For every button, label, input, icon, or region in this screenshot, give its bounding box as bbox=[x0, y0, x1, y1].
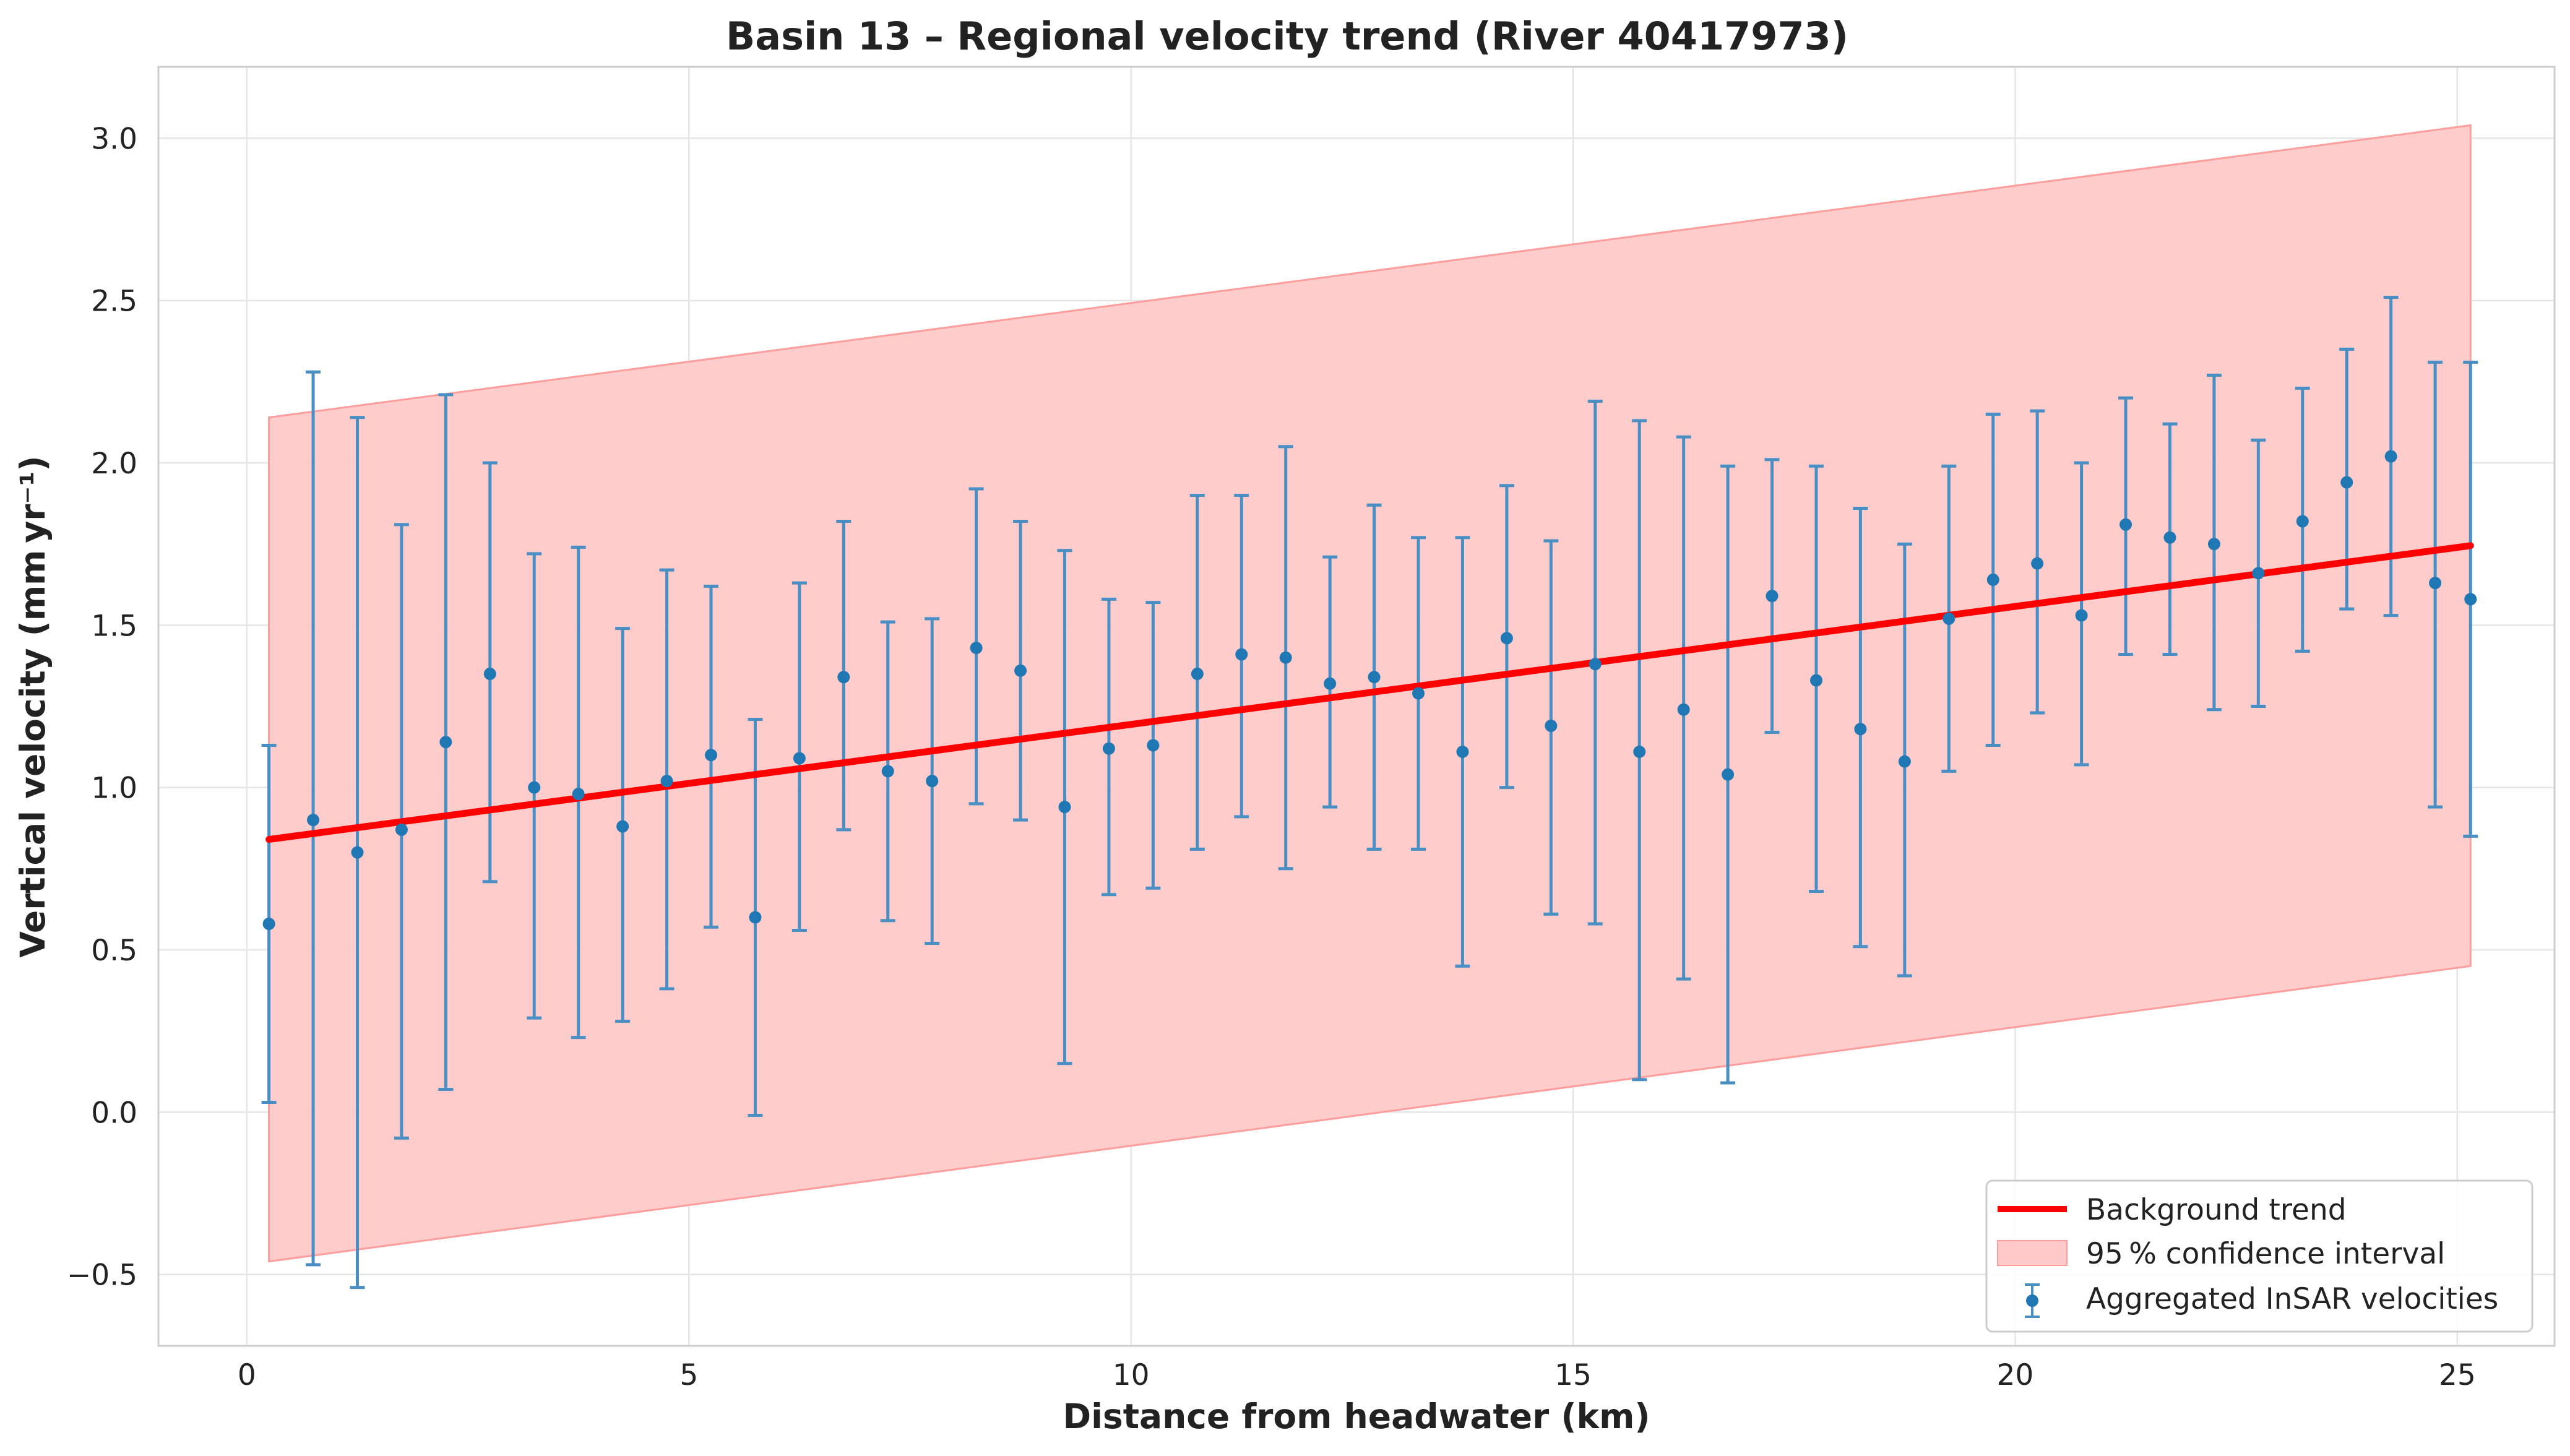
x-tick-labels: 0 5 10 15 20 25 bbox=[238, 1358, 2476, 1392]
data-point bbox=[1589, 658, 1602, 671]
data-point bbox=[528, 781, 541, 794]
data-point bbox=[1986, 573, 1999, 586]
data-point bbox=[1368, 671, 1381, 684]
x-tick-label: 15 bbox=[1555, 1358, 1592, 1392]
legend-trend-label: Background trend bbox=[2086, 1193, 2347, 1227]
data-point bbox=[2119, 518, 2132, 531]
legend-ci-swatch bbox=[1997, 1240, 2068, 1266]
data-point bbox=[881, 765, 894, 778]
data-point bbox=[2340, 476, 2353, 489]
data-point bbox=[1235, 648, 1248, 661]
data-point bbox=[2075, 609, 2088, 622]
data-point bbox=[660, 775, 673, 788]
data-point bbox=[1943, 612, 1956, 625]
x-tick-label: 10 bbox=[1113, 1358, 1150, 1392]
x-tick-label: 20 bbox=[1997, 1358, 2034, 1392]
y-tick-label: 3.0 bbox=[91, 122, 137, 156]
data-point bbox=[1766, 590, 1779, 603]
x-tick-label: 25 bbox=[2439, 1358, 2476, 1392]
data-point bbox=[439, 736, 452, 749]
x-tick-label: 0 bbox=[238, 1358, 256, 1392]
y-tick-label: 1.5 bbox=[91, 609, 137, 643]
data-point bbox=[1324, 677, 1337, 690]
data-point bbox=[351, 846, 364, 859]
data-point bbox=[1809, 674, 1822, 687]
data-point bbox=[616, 820, 629, 833]
data-point bbox=[395, 823, 408, 836]
data-point bbox=[704, 749, 717, 762]
data-point bbox=[2252, 567, 2265, 580]
data-point bbox=[262, 917, 275, 930]
data-point bbox=[2163, 531, 2176, 544]
data-point bbox=[1500, 632, 1513, 645]
data-point bbox=[2429, 577, 2442, 590]
data-point bbox=[1014, 664, 1027, 677]
data-point bbox=[1279, 651, 1292, 664]
y-tick-label: 0.0 bbox=[91, 1096, 137, 1130]
data-point bbox=[1147, 739, 1160, 752]
x-tick-label: 5 bbox=[679, 1358, 698, 1392]
y-axis-label: Vertical velocity (mm yr⁻¹) bbox=[13, 455, 53, 957]
legend-box bbox=[1985, 1179, 2533, 1333]
legend: Background trend 95 % confidence interva… bbox=[1985, 1179, 2533, 1333]
y-tick-label: −0.5 bbox=[67, 1259, 137, 1293]
data-point bbox=[1633, 745, 1646, 758]
data-point bbox=[1058, 801, 1071, 814]
data-point bbox=[2464, 593, 2477, 606]
data-point bbox=[483, 668, 496, 681]
data-point bbox=[1677, 703, 1690, 716]
legend-ci-label: 95 % confidence interval bbox=[2086, 1237, 2445, 1271]
data-point bbox=[1191, 668, 1204, 681]
data-point bbox=[1412, 687, 1425, 700]
data-point bbox=[2031, 557, 2044, 570]
data-point bbox=[1102, 742, 1115, 755]
data-point bbox=[307, 814, 320, 827]
data-point bbox=[1456, 745, 1469, 758]
trend-line-layer bbox=[265, 542, 2474, 843]
x-axis-label: Distance from headwater (km) bbox=[1063, 1397, 1650, 1436]
chart-title: Basin 13 – Regional velocity trend (Rive… bbox=[726, 14, 1848, 59]
y-tick-label: 1.0 bbox=[91, 772, 137, 806]
y-tick-labels: −0.5 0.0 0.5 1.0 1.5 2.0 2.5 3.0 bbox=[67, 122, 137, 1292]
data-point bbox=[970, 642, 983, 655]
y-tick-label: 0.5 bbox=[91, 934, 137, 968]
data-point bbox=[572, 788, 585, 801]
y-tick-label: 2.5 bbox=[91, 285, 137, 319]
data-point bbox=[2384, 450, 2397, 463]
data-point bbox=[2296, 515, 2309, 528]
data-point bbox=[1898, 755, 1911, 768]
data-point bbox=[2207, 538, 2220, 551]
data-point bbox=[1722, 768, 1735, 781]
trend-line bbox=[265, 542, 2474, 843]
plot-frame bbox=[157, 66, 2556, 1347]
data-point bbox=[1545, 719, 1558, 732]
data-points-layer bbox=[262, 450, 2477, 930]
data-point bbox=[837, 671, 850, 684]
data-point bbox=[793, 752, 806, 765]
data-point bbox=[1854, 723, 1867, 736]
legend-points-label: Aggregated InSAR velocities bbox=[2086, 1282, 2498, 1316]
legend-points-marker bbox=[2026, 1294, 2038, 1307]
data-point bbox=[749, 911, 762, 924]
y-tick-label: 2.0 bbox=[91, 447, 137, 481]
data-point bbox=[926, 775, 939, 788]
